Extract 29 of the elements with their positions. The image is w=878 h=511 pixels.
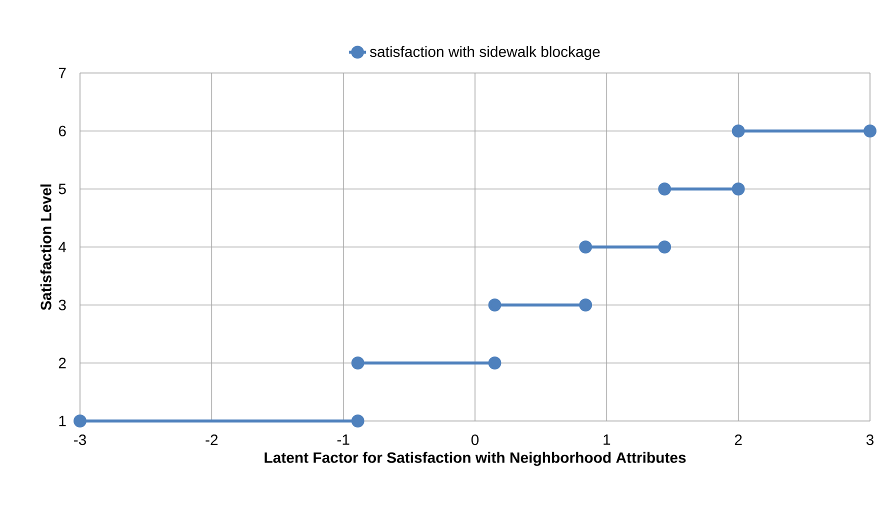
point xyxy=(658,240,672,254)
point xyxy=(658,182,672,196)
x-tick-label: 0 xyxy=(471,434,479,446)
y-tick-label: 1 xyxy=(59,416,66,426)
point xyxy=(864,124,876,138)
y-axis-title: Satisfaction Level xyxy=(40,184,52,310)
y-tick-label: 5 xyxy=(58,184,66,194)
x-tick-label: 2 xyxy=(734,434,742,445)
y-tick-label: 2 xyxy=(58,358,66,368)
point xyxy=(351,356,364,370)
point xyxy=(579,298,592,312)
point xyxy=(488,298,502,312)
point xyxy=(732,182,745,196)
point xyxy=(488,356,502,370)
point xyxy=(351,414,364,428)
y-tick-label: 7 xyxy=(58,68,66,78)
y-tick-label: 6 xyxy=(58,126,66,136)
x-axis-title: Latent Factor for Satisfaction with Neighborhood Attributes xyxy=(264,452,686,466)
x-tick-label: -2 xyxy=(206,434,218,445)
y-tick-label: 3 xyxy=(58,300,66,310)
point xyxy=(74,414,86,428)
y-tick-label: 4 xyxy=(58,242,66,252)
x-tick-label: -1 xyxy=(337,434,350,445)
point xyxy=(732,124,745,138)
point xyxy=(579,240,592,254)
x-tick-label: -3 xyxy=(74,434,86,446)
x-tick-label: 3 xyxy=(866,434,874,446)
legend-label: satisfaction with sidewalk blockage xyxy=(370,46,600,60)
x-tick-label: 1 xyxy=(604,434,610,445)
